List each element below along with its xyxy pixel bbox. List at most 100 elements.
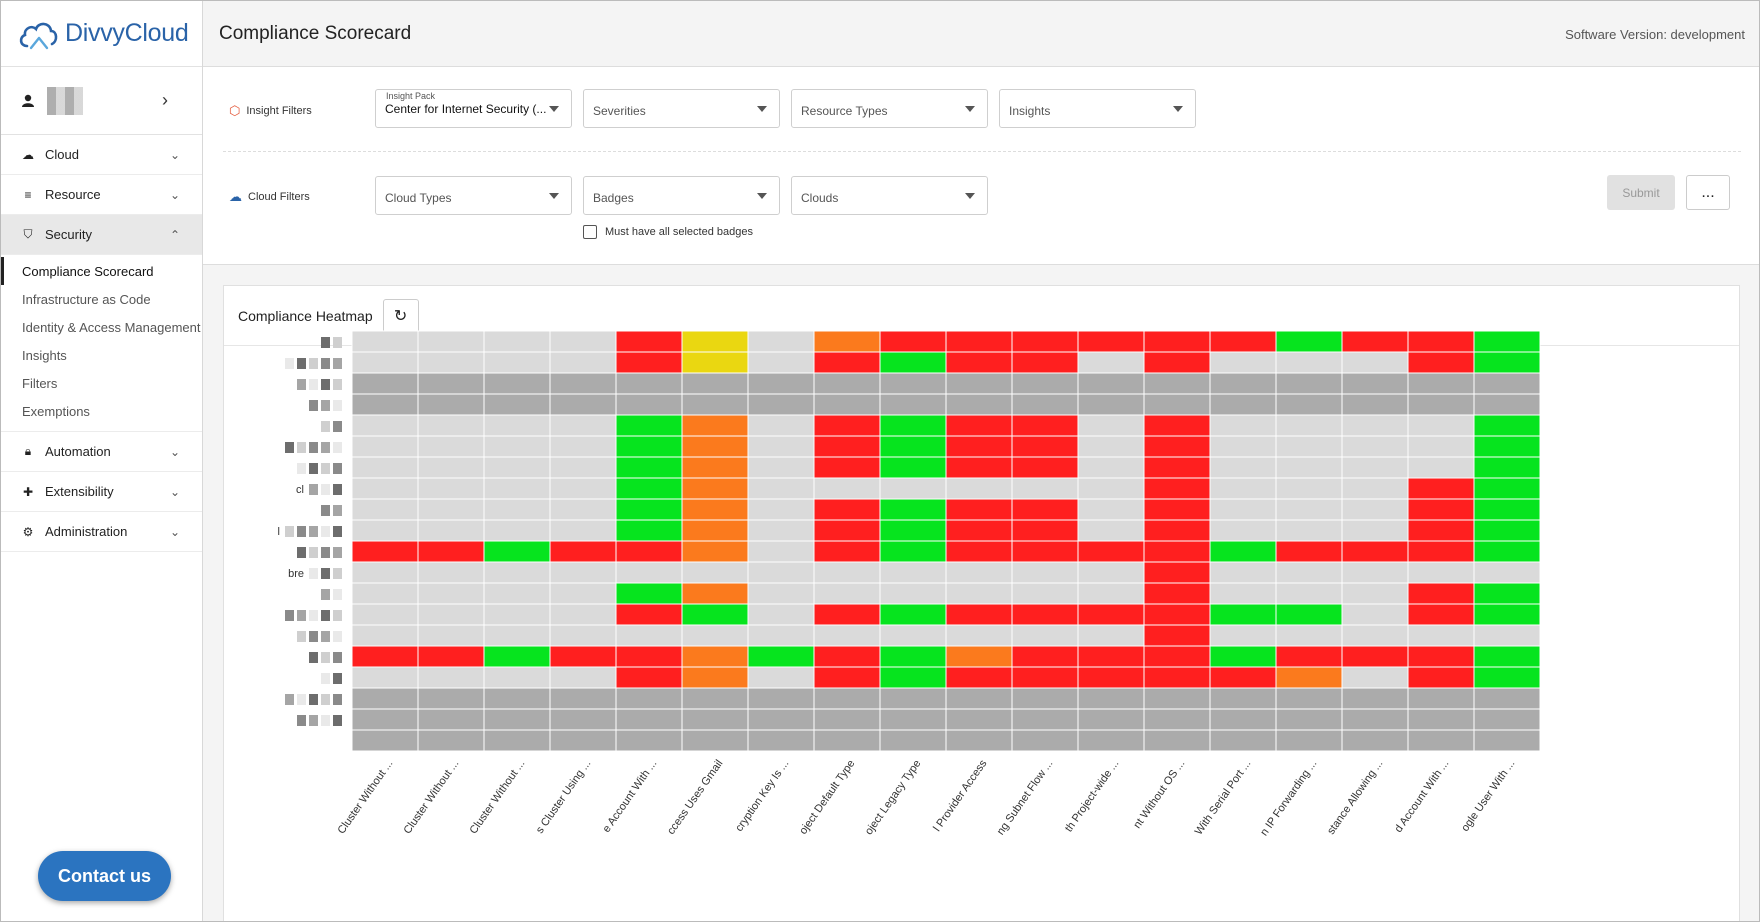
heatmap-cell[interactable]: [747, 498, 815, 521]
heatmap-cell[interactable]: [1473, 372, 1541, 395]
heatmap-cell[interactable]: [681, 708, 749, 731]
heatmap-cell[interactable]: [1341, 330, 1409, 353]
heatmap-cell[interactable]: [1011, 708, 1079, 731]
heatmap-cell[interactable]: [1011, 540, 1079, 563]
clouds-select[interactable]: Clouds: [791, 176, 988, 215]
heatmap-cell[interactable]: [1011, 666, 1079, 689]
heatmap-cell[interactable]: [747, 477, 815, 500]
heatmap-cell[interactable]: [681, 372, 749, 395]
heatmap-cell[interactable]: [1275, 582, 1343, 605]
heatmap-cell[interactable]: [1341, 414, 1409, 437]
heatmap-cell[interactable]: [1143, 519, 1211, 542]
heatmap-cell[interactable]: [549, 561, 617, 584]
heatmap-cell[interactable]: [1407, 393, 1475, 416]
heatmap-cell[interactable]: [483, 435, 551, 458]
must-have-badges-checkbox[interactable]: Must have all selected badges: [583, 225, 753, 239]
heatmap-cell[interactable]: [417, 372, 485, 395]
heatmap-cell[interactable]: [1473, 666, 1541, 689]
heatmap-cell[interactable]: [747, 372, 815, 395]
heatmap-cell[interactable]: [1407, 414, 1475, 437]
heatmap-cell[interactable]: [1407, 624, 1475, 647]
heatmap-cell[interactable]: [945, 540, 1013, 563]
heatmap-cell[interactable]: [1011, 729, 1079, 752]
heatmap-cell[interactable]: [1143, 540, 1211, 563]
heatmap-cell[interactable]: [813, 414, 881, 437]
heatmap-cell[interactable]: [417, 561, 485, 584]
heatmap-cell[interactable]: [351, 477, 419, 500]
heatmap-cell[interactable]: [747, 330, 815, 353]
heatmap-cell[interactable]: [1143, 372, 1211, 395]
user-menu[interactable]: ›: [1, 67, 202, 135]
heatmap-cell[interactable]: [1341, 603, 1409, 626]
heatmap-cell[interactable]: [945, 393, 1013, 416]
heatmap-cell[interactable]: [417, 456, 485, 479]
heatmap-cell[interactable]: [747, 645, 815, 668]
heatmap-cell[interactable]: [879, 351, 947, 374]
heatmap-cell[interactable]: [747, 624, 815, 647]
heatmap-cell[interactable]: [1143, 645, 1211, 668]
heatmap-cell[interactable]: [1473, 393, 1541, 416]
heatmap-cell[interactable]: [1209, 603, 1277, 626]
heatmap-cell[interactable]: [1473, 582, 1541, 605]
heatmap-cell[interactable]: [813, 603, 881, 626]
badges-select[interactable]: Badges: [583, 176, 780, 215]
heatmap-cell[interactable]: [1209, 414, 1277, 437]
sidebar-item-infrastructure-as-code[interactable]: Infrastructure as Code: [22, 291, 151, 307]
heatmap-cell[interactable]: [1341, 435, 1409, 458]
heatmap-cell[interactable]: [945, 330, 1013, 353]
heatmap-cell[interactable]: [1077, 582, 1145, 605]
heatmap-cell[interactable]: [417, 729, 485, 752]
heatmap-cell[interactable]: [813, 624, 881, 647]
heatmap-cell[interactable]: [615, 666, 683, 689]
heatmap-cell[interactable]: [1077, 435, 1145, 458]
heatmap-cell[interactable]: [1275, 729, 1343, 752]
heatmap-cell[interactable]: [549, 498, 617, 521]
heatmap-cell[interactable]: [879, 330, 947, 353]
heatmap-cell[interactable]: [1407, 645, 1475, 668]
heatmap-cell[interactable]: [945, 687, 1013, 710]
heatmap-cell[interactable]: [1077, 414, 1145, 437]
heatmap-cell[interactable]: [879, 708, 947, 731]
nav-resource[interactable]: ≡ Resource ⌄: [1, 175, 202, 215]
heatmap-cell[interactable]: [813, 330, 881, 353]
heatmap-cell[interactable]: [483, 330, 551, 353]
heatmap-cell[interactable]: [1341, 582, 1409, 605]
heatmap-cell[interactable]: [1077, 666, 1145, 689]
heatmap-cell[interactable]: [1143, 729, 1211, 752]
heatmap-cell[interactable]: [747, 582, 815, 605]
heatmap-cell[interactable]: [879, 393, 947, 416]
heatmap-cell[interactable]: [615, 414, 683, 437]
heatmap-cell[interactable]: [549, 435, 617, 458]
heatmap-cell[interactable]: [1077, 519, 1145, 542]
heatmap-cell[interactable]: [879, 414, 947, 437]
heatmap-cell[interactable]: [351, 708, 419, 731]
heatmap-cell[interactable]: [879, 519, 947, 542]
heatmap-cell[interactable]: [1209, 435, 1277, 458]
heatmap-cell[interactable]: [351, 498, 419, 521]
heatmap-cell[interactable]: [1209, 477, 1277, 500]
heatmap-cell[interactable]: [681, 582, 749, 605]
heatmap-cell[interactable]: [615, 708, 683, 731]
heatmap-cell[interactable]: [747, 393, 815, 416]
heatmap-cell[interactable]: [483, 687, 551, 710]
heatmap-cell[interactable]: [417, 435, 485, 458]
heatmap-cell[interactable]: [1341, 666, 1409, 689]
heatmap-cell[interactable]: [1473, 330, 1541, 353]
heatmap-cell[interactable]: [483, 666, 551, 689]
heatmap-cell[interactable]: [1407, 519, 1475, 542]
heatmap-cell[interactable]: [945, 561, 1013, 584]
heatmap-cell[interactable]: [1209, 540, 1277, 563]
heatmap-cell[interactable]: [1077, 351, 1145, 374]
heatmap-cell[interactable]: [1473, 519, 1541, 542]
heatmap-cell[interactable]: [351, 435, 419, 458]
heatmap-cell[interactable]: [879, 645, 947, 668]
heatmap-cell[interactable]: [1407, 456, 1475, 479]
heatmap-cell[interactable]: [1341, 519, 1409, 542]
heatmap-cell[interactable]: [1407, 708, 1475, 731]
heatmap-cell[interactable]: [549, 582, 617, 605]
heatmap-cell[interactable]: [945, 477, 1013, 500]
heatmap-cell[interactable]: [1011, 645, 1079, 668]
heatmap-cell[interactable]: [1209, 498, 1277, 521]
heatmap-cell[interactable]: [615, 540, 683, 563]
heatmap-cell[interactable]: [1275, 372, 1343, 395]
